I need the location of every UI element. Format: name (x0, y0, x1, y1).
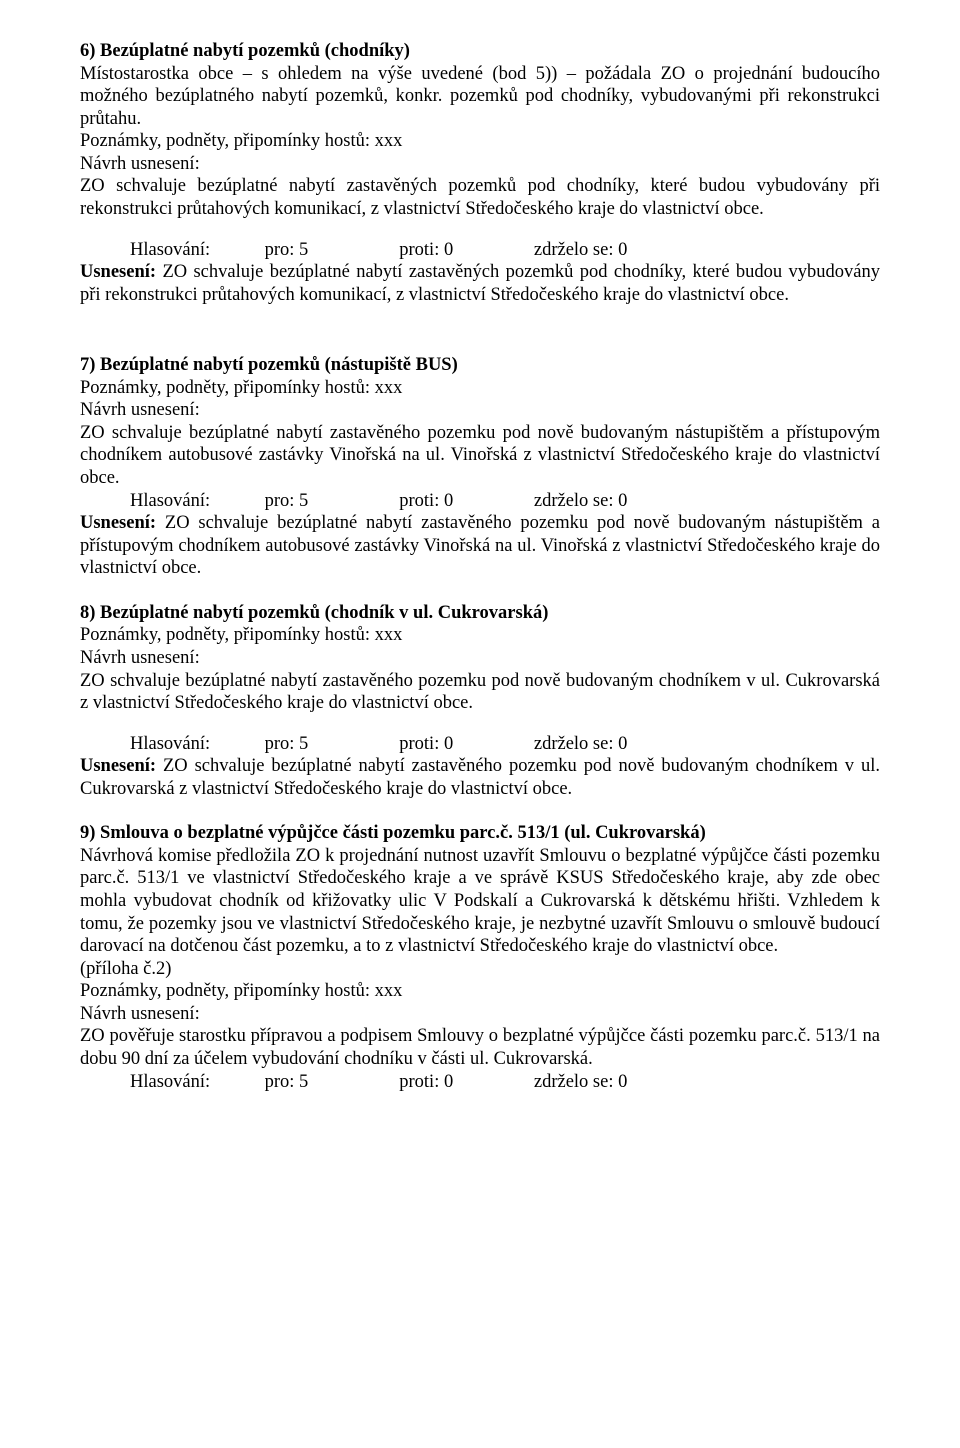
section-8-proposal: ZO schvaluje bezúplatné nabytí zastavěné… (80, 670, 880, 715)
section-7: 7) Bezúplatné nabytí pozemků (nástupiště… (80, 354, 880, 580)
resolution-label: Usnesení: (80, 513, 156, 533)
vote-zdrzelo: zdrželo se: 0 (534, 490, 628, 513)
section-7-notes: Poznámky, podněty, připomínky hostů: xxx (80, 377, 880, 400)
section-7-proposal: ZO schvaluje bezúplatné nabytí zastavěné… (80, 422, 880, 490)
section-7-heading: 7) Bezúplatné nabytí pozemků (nástupiště… (80, 354, 880, 377)
section-8-proposal-label: Návrh usnesení: (80, 647, 880, 670)
vote-proti: proti: 0 (399, 1071, 529, 1094)
section-9-proposal-label: Návrh usnesení: (80, 1003, 880, 1026)
section-8-resolution: Usnesení: ZO schvaluje bezúplatné nabytí… (80, 755, 880, 800)
section-8: 8) Bezúplatné nabytí pozemků (chodník v … (80, 602, 880, 801)
section-6-resolution: Usnesení: ZO schvaluje bezúplatné nabytí… (80, 261, 880, 306)
vote-pro: pro: 5 (265, 733, 395, 756)
section-9-heading: 9) Smlouva o bezplatné výpůjčce části po… (80, 822, 880, 845)
vote-zdrzelo: zdrželo se: 0 (534, 239, 628, 262)
vote-pro: pro: 5 (265, 239, 395, 262)
vote-pro: pro: 5 (265, 1071, 395, 1094)
vote-proti: proti: 0 (399, 490, 529, 513)
vote-zdrzelo: zdrželo se: 0 (534, 1071, 628, 1094)
vote-label: Hlasování: (130, 239, 260, 262)
vote-proti: proti: 0 (399, 733, 529, 756)
vote-proti: proti: 0 (399, 239, 529, 262)
section-9-vote: Hlasování: pro: 5 proti: 0 zdrželo se: 0 (80, 1071, 880, 1094)
section-7-proposal-label: Návrh usnesení: (80, 399, 880, 422)
section-9-intro: Návrhová komise předložila ZO k projedná… (80, 845, 880, 958)
vote-label: Hlasování: (130, 733, 260, 756)
section-7-resolution: Usnesení: ZO schvaluje bezúplatné nabytí… (80, 512, 880, 580)
section-6-intro: Místostarostka obce – s ohledem na výše … (80, 63, 880, 131)
section-8-notes: Poznámky, podněty, připomínky hostů: xxx (80, 624, 880, 647)
section-6-proposal: ZO schvaluje bezúplatné nabytí zastavěný… (80, 175, 880, 220)
section-6: 6) Bezúplatné nabytí pozemků (chodníky) … (80, 40, 880, 306)
resolution-text: ZO schvaluje bezúplatné nabytí zastavěné… (80, 756, 880, 799)
section-9-notes: Poznámky, podněty, připomínky hostů: xxx (80, 980, 880, 1003)
section-6-proposal-label: Návrh usnesení: (80, 153, 880, 176)
resolution-text: ZO schvaluje bezúplatné nabytí zastavěné… (80, 513, 880, 578)
section-8-heading: 8) Bezúplatné nabytí pozemků (chodník v … (80, 602, 880, 625)
section-8-vote: Hlasování: pro: 5 proti: 0 zdrželo se: 0 (80, 733, 880, 756)
section-9-proposal: ZO pověřuje starostku přípravou a podpis… (80, 1025, 880, 1070)
vote-label: Hlasování: (130, 1071, 260, 1094)
vote-label: Hlasování: (130, 490, 260, 513)
section-6-heading: 6) Bezúplatné nabytí pozemků (chodníky) (80, 40, 880, 63)
section-7-vote: Hlasování: pro: 5 proti: 0 zdrželo se: 0 (80, 490, 880, 513)
section-6-notes: Poznámky, podněty, připomínky hostů: xxx (80, 130, 880, 153)
vote-zdrzelo: zdrželo se: 0 (534, 733, 628, 756)
resolution-label: Usnesení: (80, 756, 156, 776)
section-9: 9) Smlouva o bezplatné výpůjčce části po… (80, 822, 880, 1093)
resolution-label: Usnesení: (80, 262, 156, 282)
section-6-vote: Hlasování: pro: 5 proti: 0 zdrželo se: 0 (80, 239, 880, 262)
vote-pro: pro: 5 (265, 490, 395, 513)
section-9-attachment: (příloha č.2) (80, 958, 880, 981)
resolution-text: ZO schvaluje bezúplatné nabytí zastavěný… (80, 262, 880, 305)
